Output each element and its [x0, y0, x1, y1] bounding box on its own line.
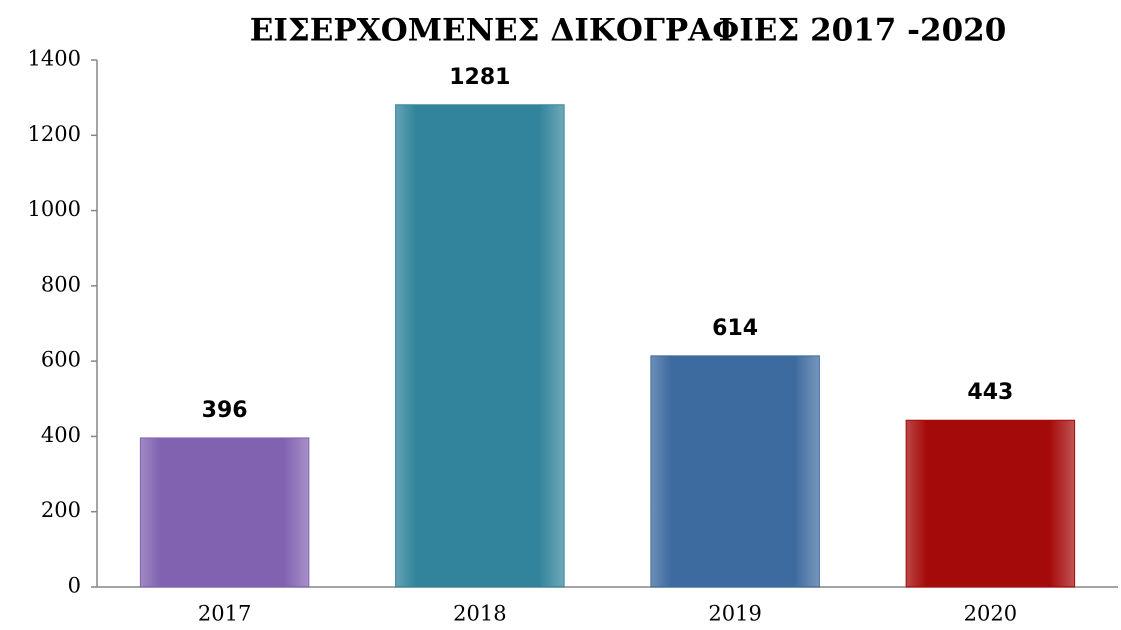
bar: [650, 355, 820, 588]
y-tick-label: 200: [41, 498, 81, 522]
x-tick-label: 2019: [708, 602, 761, 626]
x-tick-label: 2018: [453, 602, 506, 626]
value-label: 396: [202, 398, 248, 423]
y-tick-label: 400: [41, 423, 81, 447]
value-label: 614: [712, 316, 758, 341]
bar: [395, 104, 565, 588]
x-tick-label: 2020: [964, 602, 1017, 626]
y-tick-label: 1200: [28, 122, 81, 146]
value-label: 1281: [449, 65, 510, 90]
y-tick-label: 600: [41, 348, 81, 372]
bar: [139, 437, 310, 588]
y-tick-label: 800: [41, 272, 81, 296]
chart-title: ΕΙΣΕΡΧΟΜΕΝΕΣ ΔΙΚΟΓΡΑΦΙΕΣ 2017 -2020: [250, 13, 1007, 49]
bar: [905, 419, 1076, 588]
y-tick-label: 1400: [28, 47, 81, 71]
y-tick-label: 0: [68, 574, 81, 598]
y-tick-label: 1000: [28, 197, 81, 221]
x-tick-label: 2017: [198, 602, 251, 626]
value-label: 443: [967, 380, 1013, 405]
